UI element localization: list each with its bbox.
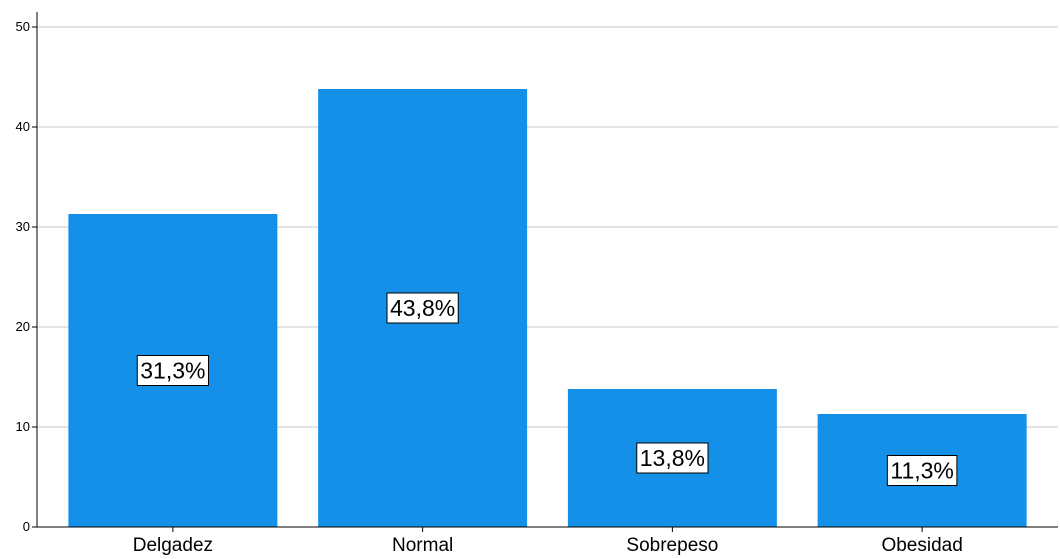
data-label-group: 13,8% xyxy=(636,442,709,474)
data-label-group: 11,3% xyxy=(886,455,958,486)
data-label-box xyxy=(636,442,709,474)
data-labels: 31,3% 43,8% 13,8% 11,3% xyxy=(136,292,958,486)
bars xyxy=(68,89,1027,527)
data-label-box xyxy=(136,355,209,386)
x-category-label: Sobrepeso xyxy=(626,535,718,556)
y-tick-label: 30 xyxy=(16,219,30,234)
axes xyxy=(36,12,1058,528)
y-tick-label: 40 xyxy=(16,119,30,134)
data-label-box xyxy=(386,292,459,324)
x-category-label: Normal xyxy=(392,535,453,556)
x-axis-categories: Delgadez Normal Sobrepeso Obesidad xyxy=(133,527,963,556)
y-tick-label: 10 xyxy=(16,419,30,434)
data-label-box xyxy=(886,455,958,486)
data-label: 31,3% xyxy=(140,358,205,384)
data-label-group: 43,8% xyxy=(386,292,459,324)
data-label: 11,3% xyxy=(890,458,954,484)
x-category-label: Obesidad xyxy=(881,535,962,556)
y-tick-label: 50 xyxy=(16,19,30,34)
y-axis-ticks: 0 10 20 30 40 50 xyxy=(16,19,37,534)
y-tick-label: 20 xyxy=(16,319,30,334)
data-label: 13,8% xyxy=(640,445,705,471)
data-label-group: 31,3% xyxy=(136,355,209,386)
y-tick-label: 0 xyxy=(23,519,30,534)
data-label: 43,8% xyxy=(390,295,455,321)
x-category-label: Delgadez xyxy=(133,535,213,556)
